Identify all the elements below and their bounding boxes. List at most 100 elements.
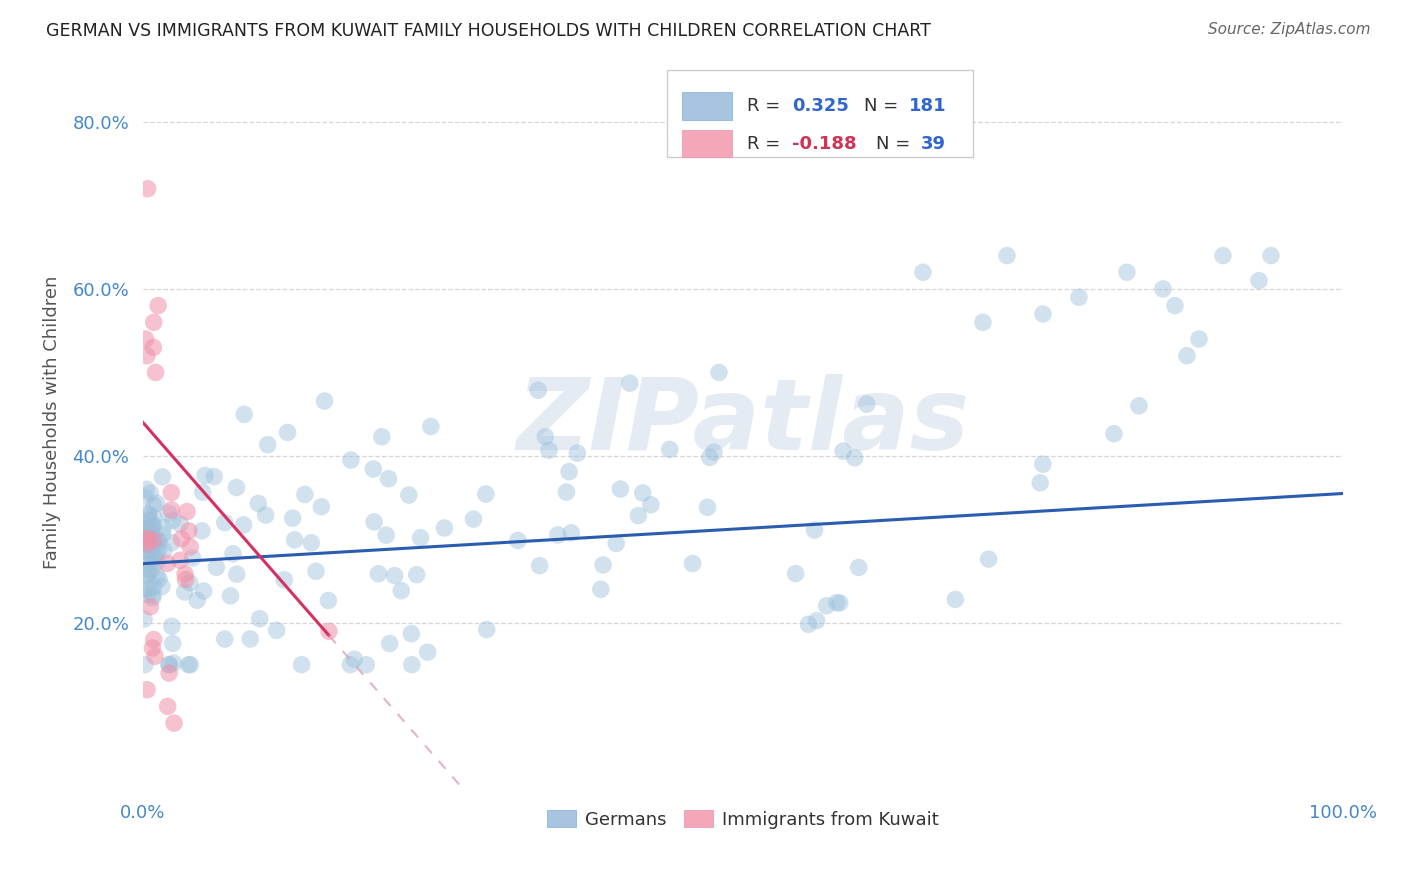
Point [416, 645, 439, 659]
Point [318, 593, 340, 607]
Point [419, 419, 441, 434]
Point [135, 349, 157, 363]
Text: 0.325: 0.325 [792, 97, 849, 115]
Point [281, 511, 304, 525]
Point [157, 666, 180, 681]
Point [305, 564, 328, 578]
Point [142, 591, 165, 605]
Point [361, 462, 384, 476]
Point [141, 526, 163, 541]
Point [174, 573, 197, 587]
Point [558, 465, 581, 479]
Point [627, 508, 650, 523]
Point [273, 573, 295, 587]
Point [1164, 299, 1187, 313]
Point [136, 544, 159, 558]
Point [132, 529, 155, 543]
Point [136, 531, 159, 545]
Point [294, 487, 316, 501]
Point [589, 582, 612, 597]
Point [339, 657, 361, 672]
Point [139, 535, 162, 549]
Point [177, 657, 200, 672]
Point [977, 552, 1000, 566]
Point [232, 517, 254, 532]
Point [249, 612, 271, 626]
Point [134, 491, 156, 505]
Point [152, 470, 174, 484]
Point [150, 580, 173, 594]
Bar [682, 92, 733, 120]
Point [191, 524, 214, 538]
Point [1188, 332, 1211, 346]
Point [233, 407, 256, 421]
Point [143, 649, 166, 664]
Point [163, 716, 186, 731]
Point [169, 516, 191, 531]
Text: R =: R = [747, 135, 786, 153]
Point [527, 383, 550, 397]
Point [377, 472, 399, 486]
Point [179, 657, 201, 672]
Point [139, 563, 162, 577]
Point [239, 632, 262, 646]
Point [225, 481, 247, 495]
Point [707, 366, 730, 380]
Point [609, 482, 631, 496]
Point [139, 514, 162, 528]
Point [135, 332, 157, 346]
Point [136, 532, 159, 546]
Point [266, 624, 288, 638]
Point [356, 657, 378, 672]
Point [191, 485, 214, 500]
Point [174, 567, 197, 582]
Point [247, 496, 270, 510]
Point [157, 657, 180, 672]
Point [555, 485, 578, 500]
Point [146, 533, 169, 547]
Point [145, 366, 167, 380]
Point [202, 469, 225, 483]
Point [148, 543, 170, 558]
Point [378, 636, 401, 650]
Point [142, 340, 165, 354]
Point [177, 524, 200, 538]
Point [291, 657, 314, 672]
Point [547, 528, 569, 542]
Point [160, 535, 183, 549]
Point [299, 535, 322, 549]
Point [256, 438, 278, 452]
Point [176, 505, 198, 519]
Point [160, 503, 183, 517]
Point [134, 582, 156, 596]
Point [139, 548, 162, 562]
Point [1102, 426, 1125, 441]
Point [806, 614, 828, 628]
Point [277, 425, 299, 440]
Point [148, 534, 170, 549]
Point [605, 536, 627, 550]
Point [136, 507, 159, 521]
Text: Source: ZipAtlas.com: Source: ZipAtlas.com [1208, 22, 1371, 37]
Point [141, 519, 163, 533]
Point [825, 596, 848, 610]
Point [797, 617, 820, 632]
Point [219, 589, 242, 603]
Point [567, 446, 589, 460]
Point [1067, 290, 1090, 304]
Point [398, 488, 420, 502]
Point [136, 582, 159, 596]
Point [141, 522, 163, 536]
Point [156, 699, 179, 714]
Point [1032, 457, 1054, 471]
Point [475, 623, 498, 637]
Point [139, 486, 162, 500]
Legend: Germans, Immigrants from Kuwait: Germans, Immigrants from Kuwait [540, 803, 946, 836]
Point [375, 528, 398, 542]
Point [179, 540, 201, 554]
Point [135, 570, 157, 584]
Point [134, 657, 156, 672]
Point [132, 524, 155, 539]
Point [159, 657, 181, 672]
Point [138, 553, 160, 567]
